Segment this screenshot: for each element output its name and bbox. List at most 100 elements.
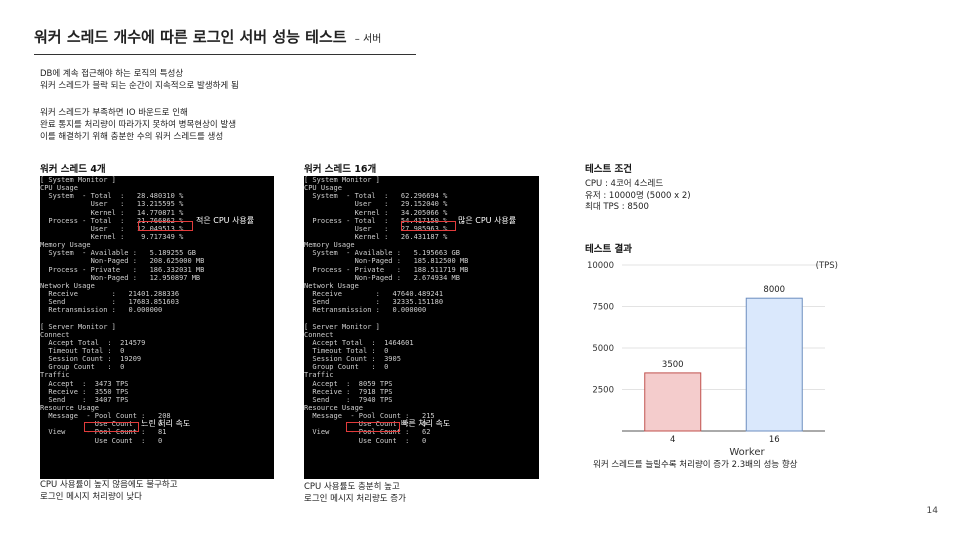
console-line: View - Pool Count : 81 — [40, 428, 167, 437]
console-line: Retransmission : 0.000000 — [304, 306, 427, 315]
bar-worker-16 — [745, 297, 803, 432]
console-line: View - Pool Count : 62 — [304, 428, 431, 437]
console-line: Process - Total : 21.766862 % — [40, 216, 184, 225]
test-results-caption: 워커 스레드를 늘릴수록 처리량이 증가 2.3배의 성능 향상 — [593, 460, 798, 470]
slide-title-text: 워커 스레드 개수에 따른 로그인 서버 성능 테스트 — [34, 28, 347, 46]
bar-worker-4 — [644, 372, 702, 432]
console-line: [ System Monitor ] — [40, 176, 116, 184]
y-tick-label: 2500 — [592, 386, 614, 396]
console-line: Network Usage — [40, 281, 95, 290]
x-tick-label: 4 — [670, 435, 675, 445]
console-line: Kernel : 26.431187 % — [304, 232, 448, 241]
caption-line: CPU 사용률도 충분히 높고 — [304, 482, 400, 492]
x-tick-label: 16 — [769, 435, 780, 445]
left-panel-heading: 워커 스레드 4개 — [40, 164, 106, 175]
middle-panel-caption: CPU 사용률도 충분히 높고 로그인 메시지 처리량도 증가 — [304, 482, 406, 505]
cpu-highlight-box — [138, 221, 193, 231]
description-paragraph-2: 워커 스레드가 부족하면 IO 바운드로 인해 완료 통지를 처리량이 따라가지… — [40, 107, 236, 143]
console-line: Accept Total : 214579 — [40, 338, 146, 347]
console-line: Send : 3407 TPS — [40, 395, 129, 404]
speed-callout: 느린 처리 속도 — [141, 419, 191, 428]
console-line: Use Count : 0 — [304, 420, 427, 429]
chart-x-tick-labels: 4 16 — [670, 435, 780, 445]
description-line: 이를 해결하기 위해 충분한 수의 워커 스레드를 생성 — [40, 132, 224, 142]
console-line — [40, 314, 274, 322]
console-line: Retransmission : 0.000000 — [40, 306, 163, 315]
y-tick-label: 7500 — [592, 303, 614, 313]
cpu-usage-callout: 많은 CPU 사용률 — [458, 216, 517, 225]
console-line: Use Count : 0 — [40, 420, 163, 429]
title-divider — [34, 54, 416, 55]
console-line: Traffic — [40, 371, 70, 380]
console-line: Receive : 21401.288336 — [40, 289, 180, 298]
condition-line: 유저 : 10000명 (5000 x 2) — [585, 190, 691, 201]
console-line: Kernel : 9.717349 % — [40, 232, 184, 241]
description-line: 워커 스레드가 블락 되는 순간이 지속적으로 발생하게 됨 — [40, 81, 239, 91]
condition-line: CPU : 4코어 4스레드 — [585, 179, 664, 189]
cpu-highlight-box — [401, 221, 456, 231]
middle-panel-heading: 워커 스레드 16개 — [304, 164, 377, 175]
test-conditions-heading: 테스트 조건 — [585, 164, 633, 175]
bar-value-label: 3500 — [662, 360, 684, 370]
console-line: Resource Usage — [40, 403, 100, 412]
console-line: Connect — [40, 330, 70, 339]
console-line: System - Available : 5.195663 GB — [304, 249, 460, 258]
console-line: Memory Usage — [304, 241, 355, 250]
console-line: System - Available : 5.189255 GB — [40, 249, 196, 258]
description-line: DB에 계속 접근해야 하는 로직의 특성상 — [40, 69, 184, 79]
console-line: Use Count : 0 — [40, 436, 163, 445]
console-line: Send : 7940 TPS — [304, 395, 393, 404]
description-paragraph-1: DB에 계속 접근해야 하는 로직의 특성상 워커 스레드가 블락 되는 순간이… — [40, 68, 239, 92]
console-line: Process - Total : 54.417150 % — [304, 216, 448, 225]
console-line — [304, 314, 539, 322]
console-line: Resource Usage — [304, 403, 364, 412]
slide-title: 워커 스레드 개수에 따른 로그인 서버 성능 테스트 – 서버 — [34, 26, 381, 47]
speed-callout: 빠른 처리 속도 — [401, 419, 451, 428]
description-line: 워커 스레드가 부족하면 IO 바운드로 인해 — [40, 108, 188, 118]
page-number: 14 — [926, 506, 938, 516]
console-line: Message - Pool Count : 208 — [40, 412, 171, 421]
console-line: Group Count : 0 — [40, 363, 125, 372]
y-tick-label: 10000 — [587, 261, 614, 271]
console-line: Receive : 47640.489241 — [304, 289, 444, 298]
console-line: CPU Usage — [40, 184, 78, 193]
console-line: Timeout Total : 0 — [304, 346, 389, 355]
console-line: CPU Usage — [304, 184, 342, 193]
cpu-usage-callout: 적은 CPU 사용률 — [196, 216, 255, 225]
console-line: Session Count : 3905 — [304, 355, 401, 364]
y-tick-label: 5000 — [592, 344, 614, 354]
caption-line: CPU 사용률이 높지 않음에도 불구하고 — [40, 480, 178, 490]
caption-line: 로그인 메시지 처리량도 증가 — [304, 493, 406, 504]
bar-value-label: 8000 — [763, 285, 785, 295]
console-line: Session Count : 19209 — [40, 355, 142, 364]
caption-line: 로그인 메시지 처리량이 낮다 — [40, 491, 142, 502]
console-line: Timeout Total : 0 — [40, 346, 125, 355]
console-line: Network Usage — [304, 281, 359, 290]
console-line: Accept Total : 1464601 — [304, 338, 414, 347]
chart-y-tick-labels: 2500 5000 7500 10000 — [587, 261, 614, 396]
console-line: User : 13.215595 % — [40, 200, 184, 209]
console-line: [ Server Monitor ] — [304, 322, 380, 331]
console-line: Send : 17683.851603 — [40, 298, 180, 307]
tps-highlight-box — [84, 422, 139, 432]
tps-bar-chart: 2500 5000 7500 10000 3500 8000 4 16 Worker (T… — [587, 261, 838, 457]
console-line: Kernel : 34.205066 % — [304, 208, 448, 217]
console-window-4-threads: [ System Monitor ] CPU Usage System - Tot… — [40, 176, 274, 479]
condition-line: 최대 TPS : 8500 — [585, 202, 649, 212]
console-line: Kernel : 14.770871 % — [40, 208, 184, 217]
chart-bars: 3500 8000 — [644, 285, 803, 432]
console-line: Non-Paged : 2.674934 MB — [304, 273, 460, 282]
description-line: 완료 통지를 처리량이 따라가지 못하여 병목현상이 발생 — [40, 120, 237, 130]
chart-x-axis-label: Worker — [729, 447, 765, 457]
console-line: Send : 32335.151180 — [304, 298, 444, 307]
console-line: System - Total : 28.480310 % — [40, 192, 184, 201]
console-line: User : 29.152040 % — [304, 200, 448, 209]
console-line: [ Server Monitor ] — [40, 322, 116, 331]
console-line: [ System Monitor ] — [304, 176, 380, 184]
slide-title-suffix: – 서버 — [354, 34, 382, 45]
console-line: User : 27.985963 % — [304, 224, 448, 233]
console-line: Non-Paged : 185.812500 MB — [304, 257, 469, 266]
console-line: Memory Usage — [40, 241, 91, 250]
console-line: Process - Private : 186.332031 MB — [40, 265, 205, 274]
left-panel-caption: CPU 사용률이 높지 않음에도 불구하고 로그인 메시지 처리량이 낮다 — [40, 480, 178, 503]
